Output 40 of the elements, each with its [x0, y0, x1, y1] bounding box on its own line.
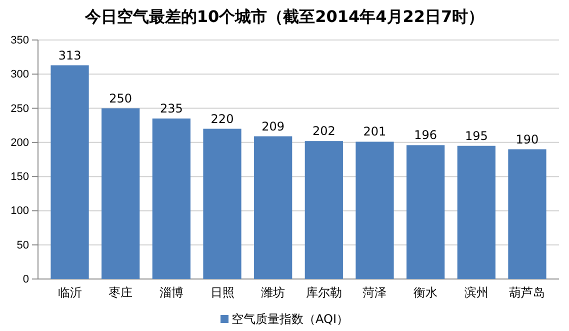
bar — [203, 128, 242, 279]
bar — [304, 141, 343, 279]
y-tick-label: 200 — [10, 136, 29, 149]
y-tick-label: 300 — [10, 68, 29, 81]
bar — [457, 146, 496, 279]
x-tick-label: 临沂 — [58, 285, 82, 300]
x-tick-label: 日照 — [210, 285, 234, 300]
data-label: 250 — [109, 91, 132, 106]
y-tick-label: 0 — [22, 274, 29, 286]
y-tick-label: 250 — [10, 102, 29, 115]
data-label: 209 — [262, 119, 285, 134]
bar — [254, 136, 292, 279]
data-label: 196 — [414, 128, 438, 142]
bar — [152, 118, 190, 279]
x-tick-label: 潍坊 — [261, 285, 286, 300]
data-label: 313 — [58, 48, 82, 62]
x-tick-label: 滨州 — [464, 285, 488, 300]
x-tick-label: 菏泽 — [362, 285, 387, 300]
data-label: 202 — [312, 124, 336, 138]
data-label: 235 — [160, 102, 183, 116]
x-tick-label: 葫芦岛 — [509, 285, 546, 300]
y-tick-label: 100 — [10, 205, 29, 218]
bar — [406, 145, 445, 279]
data-label: 220 — [210, 112, 234, 126]
x-tick-label: 枣庄 — [108, 285, 133, 300]
data-label: 190 — [516, 132, 539, 146]
bar — [356, 142, 394, 279]
chart-title: 今日空气最差的10个城市（截至2014年4月22日7时） — [84, 7, 484, 26]
y-tick-label: 350 — [10, 34, 29, 47]
y-tick-label: 150 — [10, 171, 29, 184]
bar — [102, 108, 140, 279]
bar — [50, 65, 89, 279]
bar — [508, 149, 546, 279]
data-label: 201 — [363, 124, 386, 139]
legend-label: 空气质量指数（AQI） — [232, 312, 348, 326]
x-tick-label: 库尔勒 — [306, 285, 342, 300]
data-label: 195 — [464, 128, 488, 143]
x-tick-label: 衡水 — [414, 285, 438, 300]
y-tick-label: 50 — [16, 239, 29, 252]
x-tick-label: 淄博 — [159, 285, 184, 300]
